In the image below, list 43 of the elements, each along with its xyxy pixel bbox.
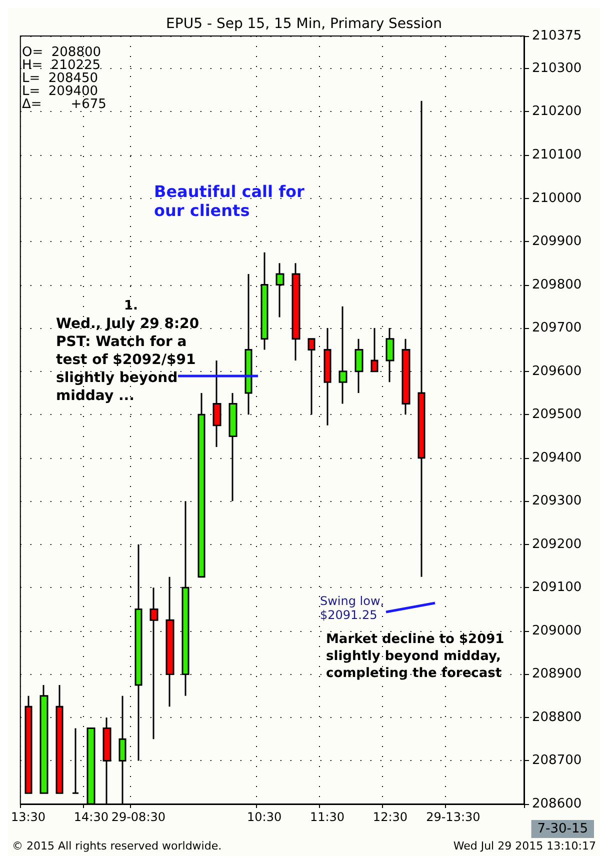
candlestick [324, 327, 332, 426]
y-tick-label: 208800 [532, 710, 582, 725]
y-tick-label: 208900 [532, 666, 582, 682]
x-tick-label: 14:30 [74, 810, 109, 824]
annotation: Beautiful call for our clients [154, 182, 305, 220]
y-tick-label: 208600 [532, 796, 582, 812]
y-tick-label: 210200 [532, 104, 582, 120]
candlestick [72, 728, 80, 794]
y-tick-label: 208700 [532, 753, 582, 768]
x-tick-label: 13:30 [10, 810, 46, 824]
y-tick-label: 210375 [532, 28, 582, 44]
annotation: Market decline to $2091 slightly beyond midday, completing the forecast [326, 632, 504, 681]
y-tick-label: 209900 [532, 234, 582, 250]
candlestick [40, 684, 48, 794]
x-tick-label: 29-08:30 [111, 810, 166, 824]
x-tick-label: 29-13:30 [426, 810, 480, 824]
candlestick [354, 338, 364, 394]
annotation: Swing low, $2091.25 [320, 594, 384, 622]
text: 7-30-15 [537, 822, 588, 836]
y-tick-label: 209200 [532, 536, 582, 552]
x-tick-label: 12:30 [372, 810, 408, 824]
y-tick-label: 209300 [532, 494, 582, 509]
y-tick-label: 209500 [532, 407, 582, 422]
y-tick-label: 209000 [532, 623, 582, 638]
candlestick [56, 684, 64, 794]
annotation: 1. [124, 298, 138, 314]
x-tick-label: 11:30 [310, 810, 345, 824]
chart-title: EPU5 - Sep 15, 15 Min, Primary Session [166, 16, 442, 32]
y-tick-label: 209600 [532, 364, 582, 379]
candlestick [198, 392, 206, 578]
annotation: O= 208800 H= 210225 L= 208450 L= 209400 Δ= +675 [22, 45, 106, 112]
candlestick [24, 695, 32, 794]
y-tick-label: 209700 [532, 320, 582, 336]
y-tick-label: 210100 [532, 147, 582, 162]
y-tick-label: 209800 [532, 277, 582, 292]
text: Wed Jul 29 2015 13:10:17 [453, 840, 596, 852]
y-tick-label: 209100 [532, 580, 582, 596]
annotation: Wed., July 29 8:20 PST: Watch for a test of $2092/$91 slightly beyond midday ... [56, 316, 200, 404]
text: © 2015 All rights reserved worldwide. [12, 840, 222, 852]
y-tick-label: 209400 [532, 450, 582, 466]
y-tick-label: 210300 [532, 60, 582, 76]
x-tick-label: 10:30 [247, 810, 282, 824]
y-tick-label: 210000 [532, 190, 582, 206]
